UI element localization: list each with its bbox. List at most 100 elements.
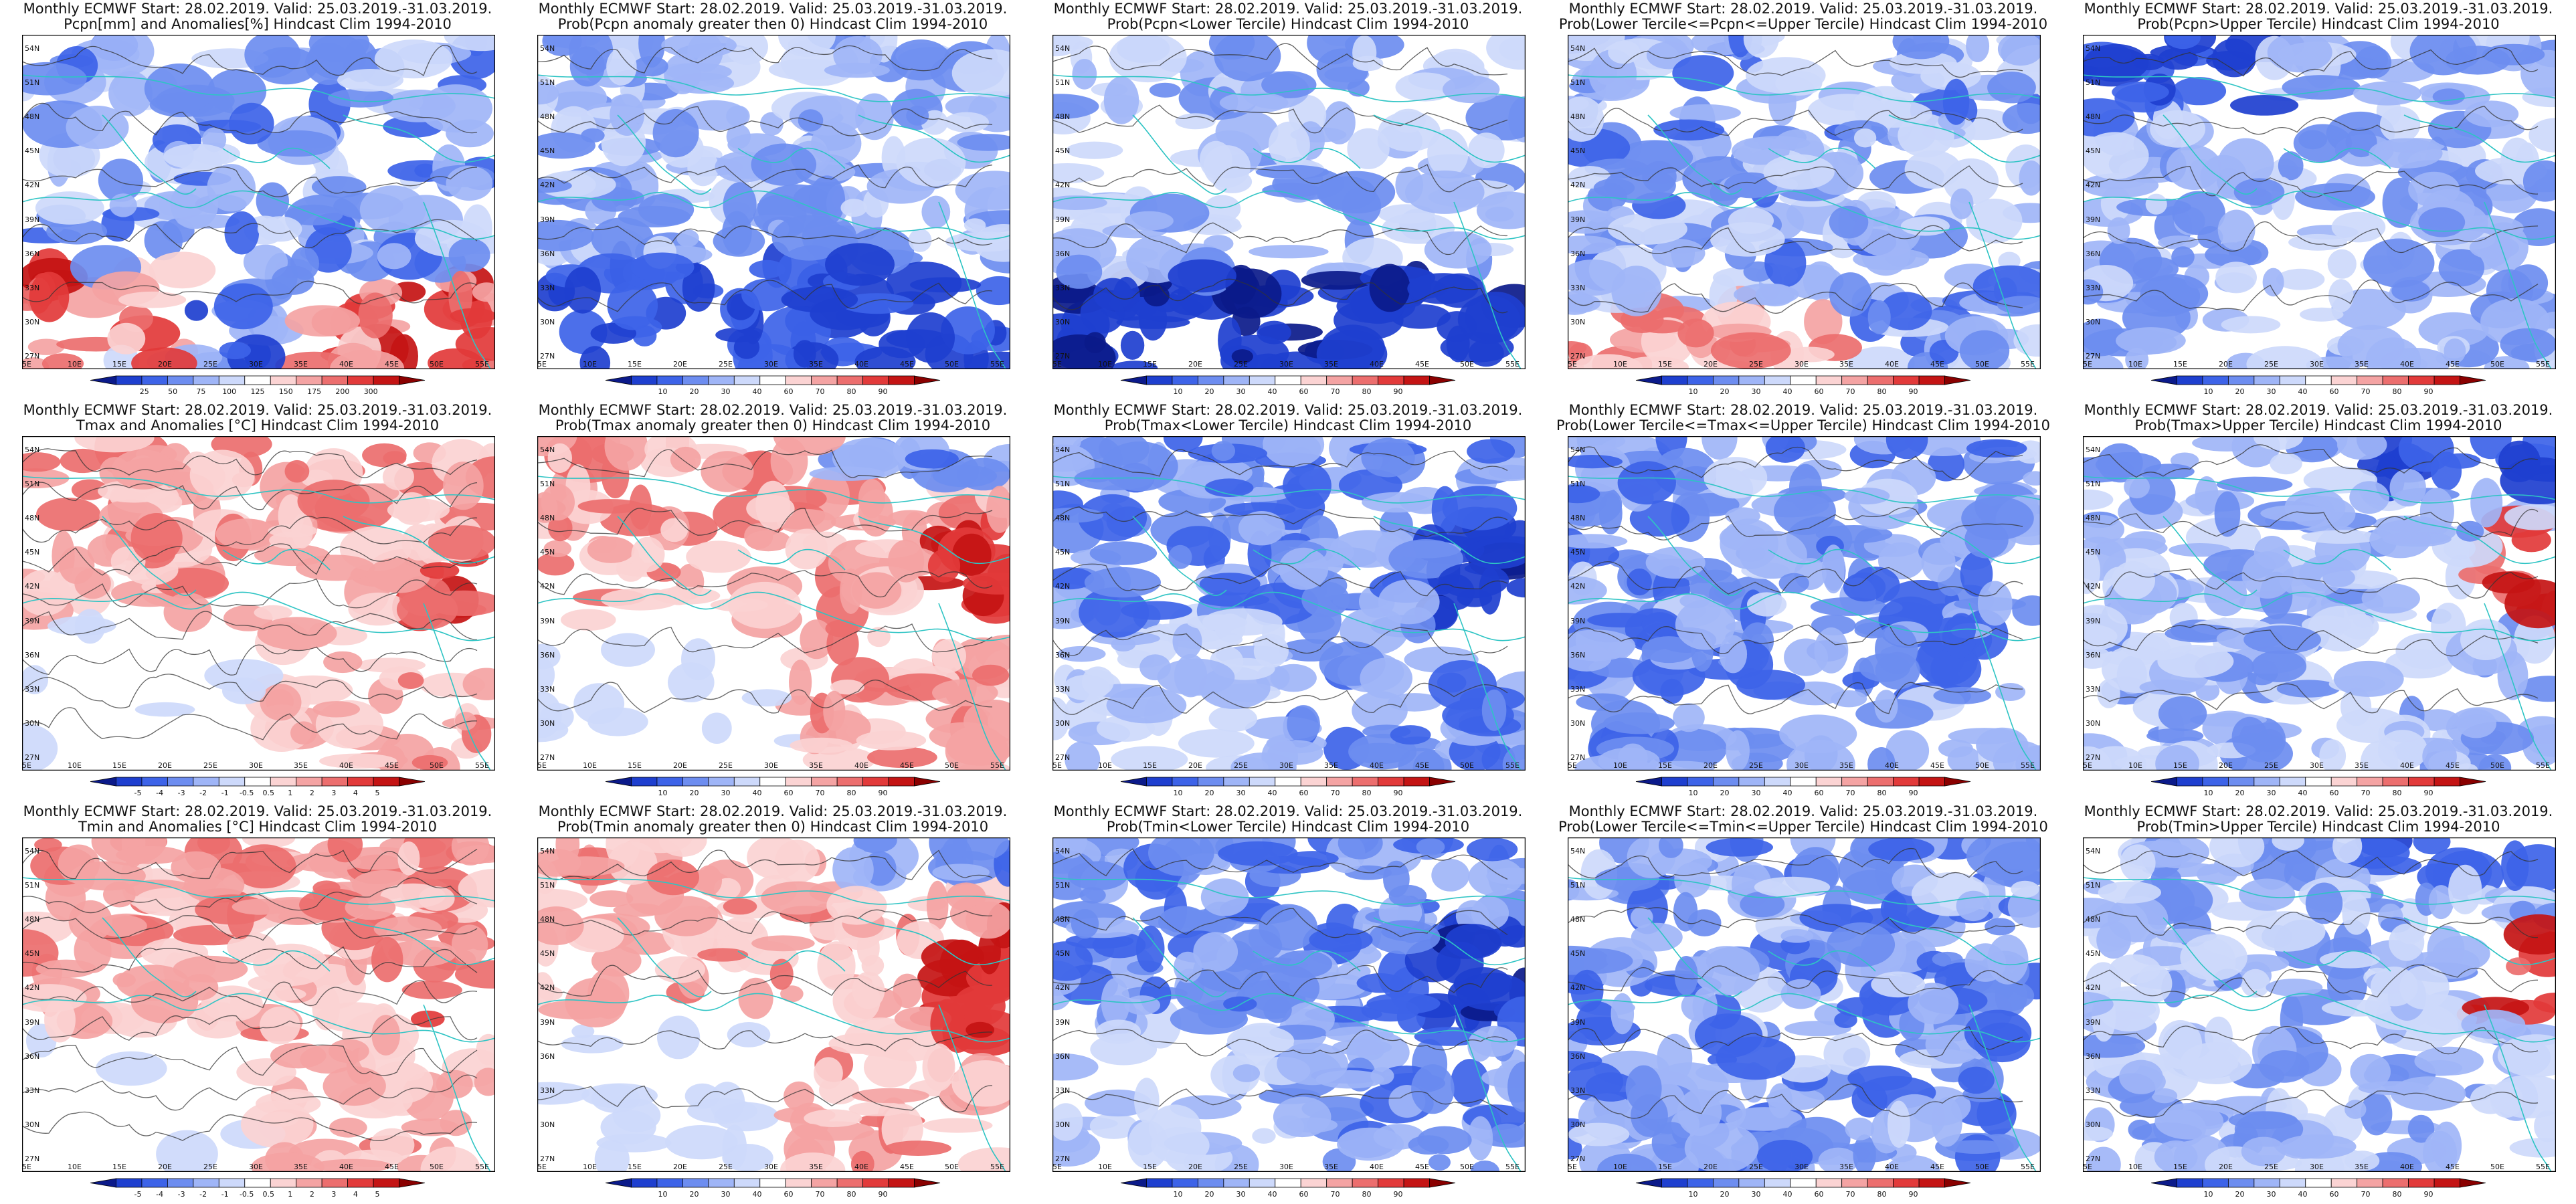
colorbar-tick-label: 2 — [310, 1190, 314, 1199]
colorbar-tick-label: 60 — [784, 789, 794, 797]
lon-tick-label: 55E — [2021, 360, 2035, 369]
lon-tick-label: 50E — [2490, 360, 2504, 369]
panel-title: Prob(Pcpn>Upper Tercile) Hindcast Clim 1… — [2137, 16, 2500, 32]
lon-tick-label: 30E — [2310, 1163, 2324, 1171]
anomaly-field — [1568, 436, 2041, 771]
colorbar: 10 20 30 40 60 70 80 90 — [1635, 375, 1971, 396]
lon-tick-label: 55E — [2021, 1163, 2035, 1171]
forecast-map — [2083, 436, 2556, 771]
lon-tick-label: 15E — [628, 761, 642, 770]
lon-tick-label: 20E — [673, 360, 687, 369]
colorbar-tick-label: 80 — [847, 1190, 856, 1199]
lat-tick-label: 45N — [25, 548, 40, 557]
lat-tick-label: 48N — [1055, 915, 1071, 924]
colorbar-tick-label: 10 — [1174, 789, 1183, 797]
lat-tick-label: 54N — [25, 44, 40, 53]
isolines — [1568, 446, 2023, 714]
lat-tick-label: 39N — [1055, 215, 1071, 224]
lat-tick-label: 42N — [1570, 181, 1586, 189]
colorbar-tick-label: 70 — [816, 1190, 825, 1199]
colorbar-tick-label: 10 — [1174, 387, 1183, 396]
lat-tick-label: 51N — [2086, 881, 2101, 890]
panel-title: Tmax and Anomalies [°C] Hindcast Clim 19… — [76, 417, 440, 433]
panel-header: Monthly ECMWF Start: 28.02.2019. Valid: … — [23, 1, 492, 17]
lon-tick-label: 35E — [2355, 1163, 2369, 1171]
lat-tick-label: 36N — [1055, 1052, 1071, 1061]
lon-tick-label: 50E — [945, 360, 959, 369]
lat-tick-label: 36N — [540, 651, 555, 660]
colorbar-tick-label: 30 — [1236, 1190, 1246, 1199]
colorbar-tick-label: 90 — [1909, 789, 1918, 797]
colorbar-tick-label: -2 — [199, 789, 207, 797]
lat-tick-label: 45N — [540, 949, 555, 958]
lon-tick-label: 45E — [385, 360, 399, 369]
lon-tick-label: 10E — [68, 1163, 82, 1171]
colorbar-tick-label: 30 — [1236, 789, 1246, 797]
colorbar-tick-label: 90 — [1909, 1190, 1918, 1199]
lon-tick-label: 45E — [900, 761, 914, 770]
lat-tick-label: 33N — [2086, 284, 2101, 292]
colorbar-tick-label: 40 — [1783, 1190, 1792, 1199]
lat-tick-label: 27N — [25, 753, 40, 762]
colorbar: 10 20 30 40 60 70 80 90 — [2150, 375, 2486, 396]
lon-tick-label: 50E — [1975, 761, 1989, 770]
lat-tick-label: 27N — [25, 352, 40, 361]
panel-header: Monthly ECMWF Start: 28.02.2019. Valid: … — [1053, 402, 1523, 418]
colorbar-tick-label: 80 — [847, 387, 856, 396]
lon-tick-label: 35E — [1839, 360, 1853, 369]
lat-tick-label: 36N — [2086, 249, 2101, 258]
lat-tick-label: 51N — [25, 78, 40, 87]
lat-tick-label: 36N — [1055, 249, 1071, 258]
lat-tick-label: 30N — [25, 1120, 40, 1129]
lat-tick-label: 36N — [25, 651, 40, 660]
panel-header: Monthly ECMWF Start: 28.02.2019. Valid: … — [2084, 402, 2553, 418]
lat-tick-label: 54N — [1055, 445, 1071, 454]
lat-tick-label: 51N — [540, 78, 555, 87]
coastlines — [2083, 74, 2556, 369]
colorbar-tick-label: 10 — [658, 1190, 668, 1199]
lat-tick-label: 54N — [1570, 44, 1586, 53]
lon-tick-label: 55E — [1505, 360, 1520, 369]
lat-tick-label: 30N — [540, 1120, 555, 1129]
lat-tick-label: 42N — [25, 582, 40, 591]
colorbar-tick-label: 10 — [1174, 1190, 1183, 1199]
colorbar-tick-label: 10 — [2204, 387, 2213, 396]
colorbar-tick-label: 40 — [1268, 789, 1277, 797]
isolines — [1052, 43, 1508, 314]
lon-tick-label: 5E — [22, 761, 31, 770]
lat-tick-label: 27N — [25, 1155, 40, 1163]
lat-tick-label: 30N — [1055, 719, 1071, 728]
colorbar-tick-label: -5 — [134, 1190, 142, 1199]
lat-tick-label: 39N — [1570, 215, 1586, 224]
colorbar-tick-label: 3 — [331, 1190, 336, 1199]
colorbar-tick-label: -0.5 — [240, 789, 254, 797]
lat-tick-label: 30N — [1055, 1120, 1071, 1129]
lon-tick-label: 5E — [1052, 1163, 1062, 1171]
lon-tick-label: 55E — [2536, 761, 2550, 770]
lon-tick-label: 5E — [2083, 1163, 2092, 1171]
colorbar-tick-label: 30 — [2267, 1190, 2276, 1199]
forecast-panel: Monthly ECMWF Start: 28.02.2019. Valid: … — [0, 401, 515, 803]
lon-tick-label: 20E — [1188, 761, 1202, 770]
colorbar-tick-label: 2 — [310, 789, 314, 797]
lon-tick-label: 15E — [2173, 761, 2187, 770]
lat-tick-label: 42N — [540, 181, 555, 189]
lat-tick-label: 36N — [1570, 1052, 1586, 1061]
colorbar-tick-label: 30 — [2267, 789, 2276, 797]
lon-tick-label: 25E — [719, 761, 733, 770]
forecast-map — [1568, 35, 2041, 369]
colorbar-tick-label: 90 — [2424, 387, 2433, 396]
colorbar-tick-label: 4 — [353, 1190, 358, 1199]
lat-tick-label: 30N — [2086, 318, 2101, 326]
colorbar-tick-label: 70 — [1846, 1190, 1855, 1199]
forecast-panel: Monthly ECMWF Start: 28.02.2019. Valid: … — [2061, 401, 2576, 803]
lon-tick-label: 5E — [2083, 761, 2092, 770]
lon-tick-label: 40E — [339, 1163, 353, 1171]
lat-tick-label: 39N — [1055, 1018, 1071, 1027]
lat-tick-label: 39N — [540, 617, 555, 625]
lon-tick-label: 50E — [1460, 761, 1474, 770]
colorbar-tick-label: 5 — [375, 789, 380, 797]
lat-tick-label: 33N — [1570, 685, 1586, 694]
lat-tick-label: 39N — [2086, 1018, 2101, 1027]
forecast-panel: Monthly ECMWF Start: 28.02.2019. Valid: … — [1546, 0, 2061, 401]
